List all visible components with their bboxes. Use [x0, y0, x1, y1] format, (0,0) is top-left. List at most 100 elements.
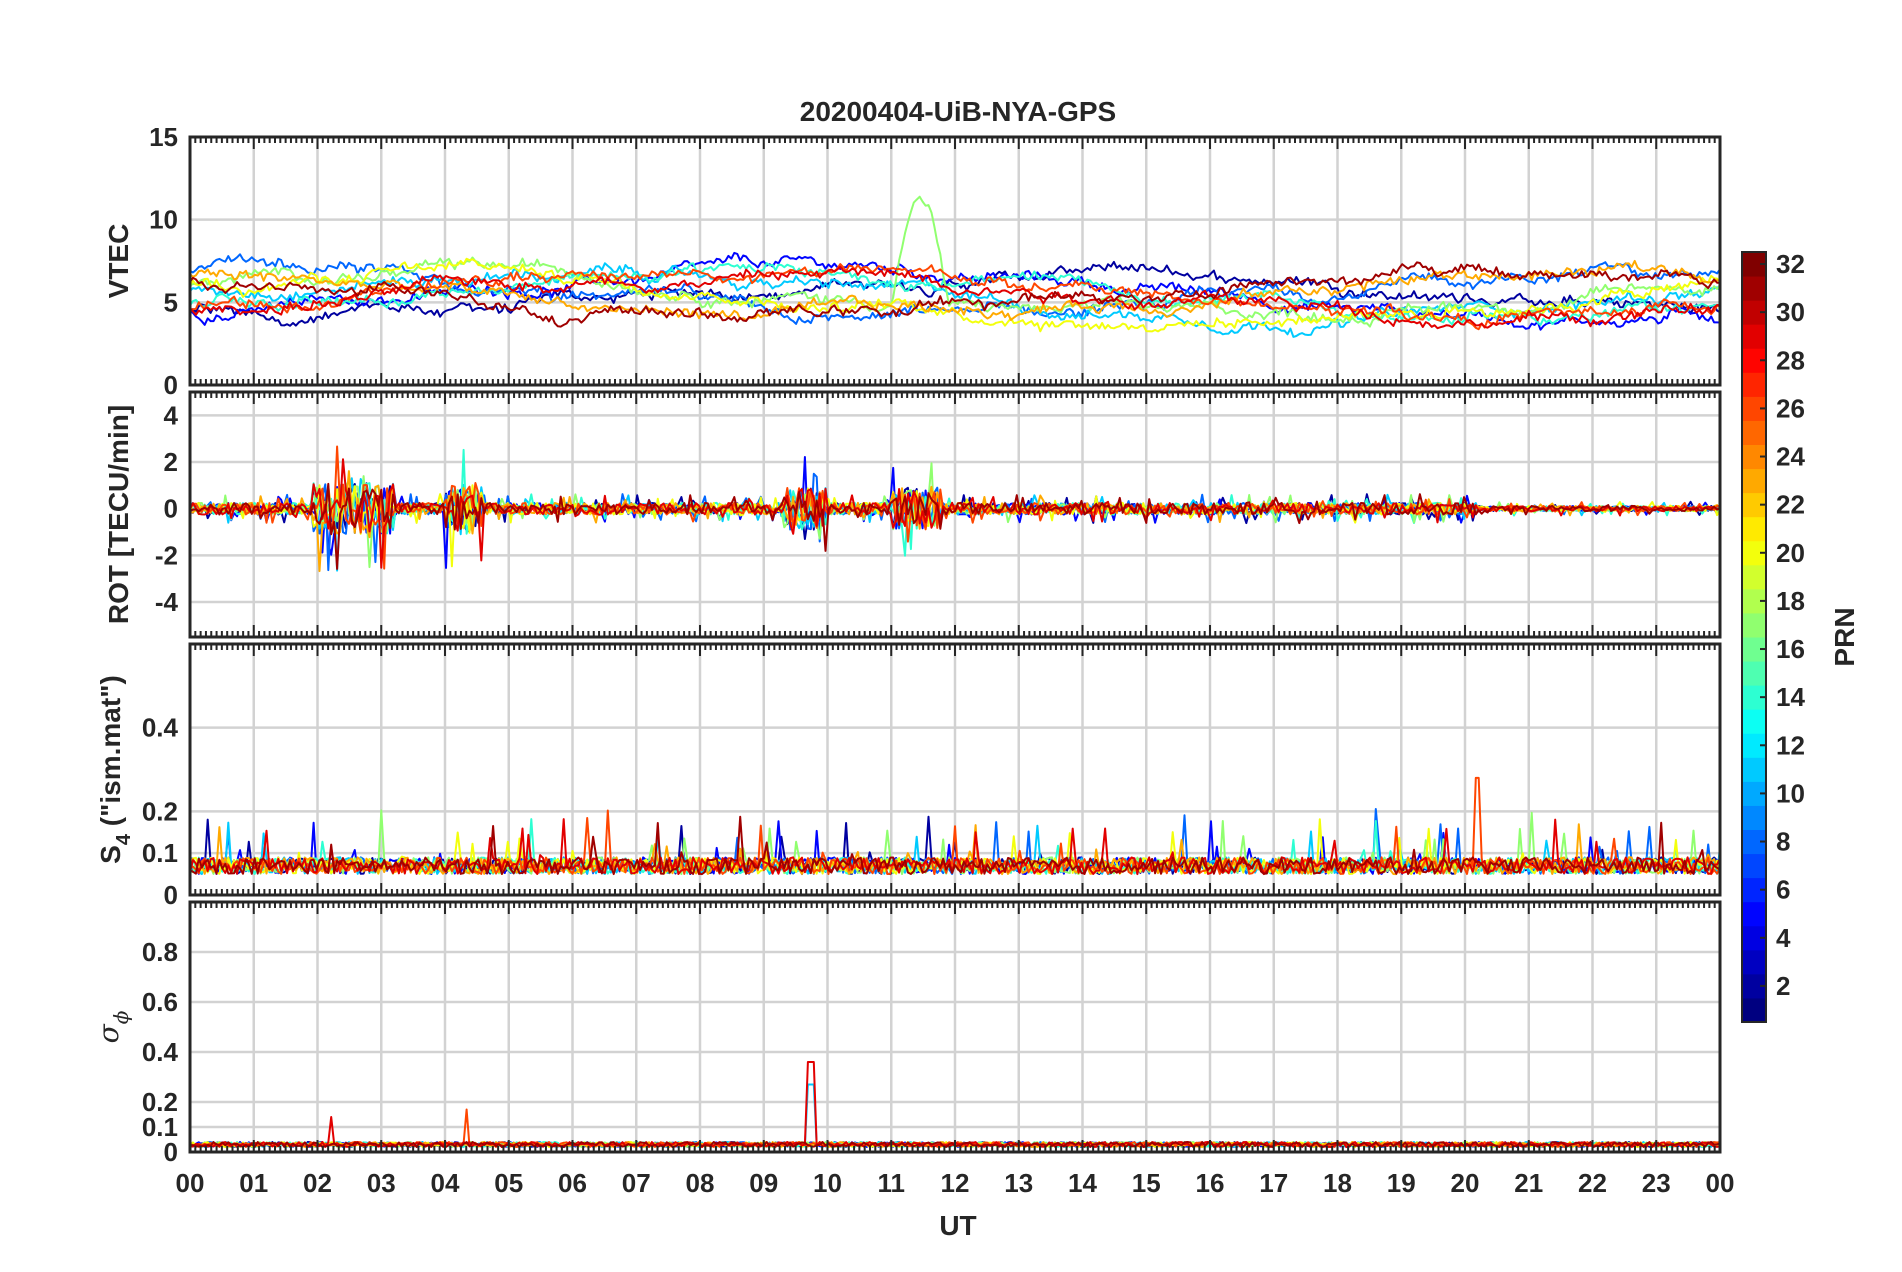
colorbar-segment: [1742, 420, 1766, 445]
panel-rot-ylabel: ROT [TECU/min]: [103, 405, 134, 624]
x-tick-label: 22: [1578, 1168, 1607, 1198]
panel-sigma-ytick-label: 0.8: [142, 937, 178, 967]
colorbar-tick-label: 30: [1776, 297, 1805, 327]
panel-rot-ytick-label: -2: [155, 540, 178, 570]
colorbar-tick-label: 6: [1776, 875, 1790, 905]
panel-rot-ytick-label: -4: [155, 587, 179, 617]
colorbar-segment: [1742, 661, 1766, 686]
colorbar-segment: [1742, 805, 1766, 830]
x-tick-label: 06: [558, 1168, 587, 1198]
panel-vtec-series-line: [190, 261, 1720, 328]
panel-s4: 0 0.1 0.2 0.4S4 ("ism.mat"): [95, 642, 1722, 910]
colorbar-segment: [1742, 709, 1766, 734]
panel-rot-ytick-label: 0: [164, 494, 178, 524]
colorbar-tick-label: 8: [1776, 827, 1790, 857]
x-tick-label: 09: [749, 1168, 778, 1198]
panel-vtec-ytick-label: 5: [164, 287, 178, 317]
panel-rot-ytick-label: 2: [164, 447, 178, 477]
panel-sigma: 00.10.2 0.4 0.6 0.8 σϕ: [92, 900, 1722, 1167]
colorbar-tick-label: 16: [1776, 634, 1805, 664]
colorbar-label: PRN: [1829, 607, 1860, 666]
x-tick-label: 00: [176, 1168, 205, 1198]
colorbar-tick-label: 26: [1776, 393, 1805, 423]
panel-vtec-ytick-label: 15: [149, 122, 178, 152]
x-tick-label: 07: [622, 1168, 651, 1198]
colorbar-segment: [1742, 324, 1766, 349]
colorbar-segment: [1742, 516, 1766, 542]
x-axis: 00 01 02 03 04 05 06 07 08 09 10 11 12 13 14 15 16 17 18 19…: [176, 1168, 1735, 1198]
x-tick-label: 18: [1323, 1168, 1352, 1198]
x-axis-title: UT: [939, 1210, 976, 1241]
x-tick-label: 12: [941, 1168, 970, 1198]
panel-sigma-ytick-label: 0.2: [142, 1087, 178, 1117]
x-tick-label: 21: [1514, 1168, 1543, 1198]
panel-s4-series-line: [190, 818, 1720, 876]
colorbar-segment: [1742, 276, 1766, 301]
colorbar-segment: [1742, 757, 1766, 782]
x-tick-label: 04: [431, 1168, 460, 1198]
panel-s4-ylabel: S4 ("ism.mat"): [95, 675, 135, 864]
colorbar-segment: [1742, 997, 1766, 1023]
x-tick-label: 03: [367, 1168, 396, 1198]
x-tick-label: 08: [686, 1168, 715, 1198]
panel-rot-series-line: [190, 482, 1720, 570]
panel-s4-ytick-label: 0.1: [142, 838, 178, 868]
panel-vtec-series-line: [190, 259, 1720, 321]
x-tick-label: 13: [1004, 1168, 1033, 1198]
colorbar-segment: [1742, 612, 1766, 638]
panel-vtec: 0 5 10 15 VTEC: [103, 122, 1722, 400]
colorbar-tick-label: 4: [1776, 923, 1791, 953]
panel-rot: -4 -2 0 2 4 ROT [TECU/min]: [103, 390, 1722, 639]
x-tick-label: 17: [1259, 1168, 1288, 1198]
colorbar-segment: [1742, 468, 1766, 494]
panel-s4-ytick-label: 0.4: [142, 713, 179, 743]
x-tick-label: 19: [1387, 1168, 1416, 1198]
x-tick-label: 10: [813, 1168, 842, 1198]
panel-s4-ytick-label: 0: [164, 880, 178, 910]
x-tick-label: 00: [1706, 1168, 1735, 1198]
colorbar-segment: [1742, 564, 1766, 590]
panel-sigma-ytick-label: 0: [164, 1137, 178, 1167]
panel-vtec-series-line: [190, 265, 1720, 330]
panel-rot-series-group: [190, 445, 1720, 573]
panel-rot-series-line: [190, 445, 1720, 570]
x-tick-label: 01: [239, 1168, 268, 1198]
colorbar-tick-label: 10: [1776, 778, 1805, 808]
x-tick-label: 15: [1132, 1168, 1161, 1198]
x-tick-label: 23: [1642, 1168, 1671, 1198]
chart-title: 20200404-UiB-NYA-GPS: [800, 96, 1116, 127]
x-tick-label: 05: [494, 1168, 523, 1198]
panel-s4-ytick-label: 0.2: [142, 796, 178, 826]
panel-vtec-series-line: [190, 260, 1720, 327]
colorbar-segment: [1742, 853, 1766, 879]
panel-rot-ytick-label: 4: [164, 400, 179, 430]
colorbar-tick-label: 18: [1776, 586, 1805, 616]
colorbar-segment: [1742, 901, 1766, 927]
colorbar-tick-label: 14: [1776, 682, 1805, 712]
panel-vtec-ytick-label: 0: [164, 370, 178, 400]
x-tick-label: 16: [1196, 1168, 1225, 1198]
colorbar-segment: [1742, 372, 1766, 397]
x-tick-label: 02: [303, 1168, 332, 1198]
colorbar-frame: [1741, 251, 1767, 1023]
panel-s4-series-line: [190, 815, 1720, 876]
colorbar-tick-label: 22: [1776, 490, 1805, 520]
colorbar-tick-label: 24: [1776, 442, 1805, 472]
colorbar-segment: [1742, 949, 1766, 975]
colorbar-tick-label: 28: [1776, 345, 1805, 375]
x-tick-label: 11: [878, 1168, 906, 1198]
x-tick-label: 20: [1451, 1168, 1480, 1198]
panel-vtec-ytick-label: 10: [149, 205, 178, 235]
panel-sigma-ylabel: σϕ: [92, 1010, 133, 1043]
panel-sigma-ytick-label: 0.4: [142, 1037, 179, 1067]
panel-sigma-ytick-label: 0.6: [142, 987, 178, 1017]
colorbar-tick-label: 20: [1776, 538, 1805, 568]
panel-vtec-series-group: [190, 195, 1720, 338]
panel-vtec-series-line: [190, 263, 1720, 331]
colorbar-tick-label: 2: [1776, 971, 1790, 1001]
x-tick-label: 14: [1068, 1168, 1097, 1198]
panel-s4-series-group: [190, 776, 1720, 876]
